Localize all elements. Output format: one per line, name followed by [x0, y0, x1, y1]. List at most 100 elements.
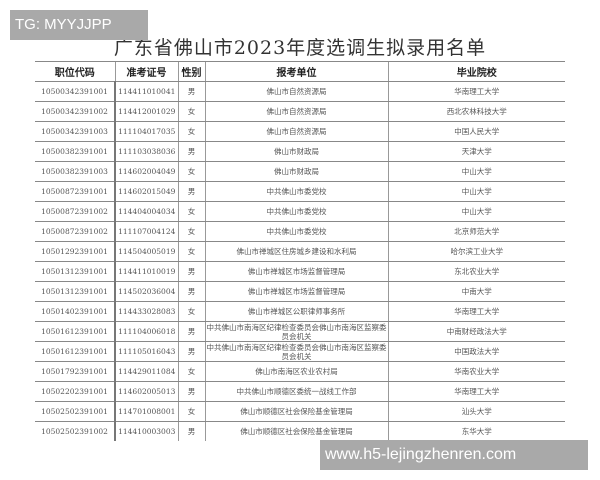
cell-gender: 男: [177, 321, 205, 342]
cell-unit: 佛山市自然资源局: [204, 121, 388, 142]
document-title: 广东省佛山市2023年度选调生拟录用名单: [113, 37, 487, 59]
cell-exam-number: 114412001029: [114, 101, 178, 122]
cell-unit: 佛山市禅城区住房城乡建设和水利局: [204, 241, 388, 262]
header-unit: 报考单位: [204, 61, 388, 82]
cell-exam-number: 114410003003: [114, 421, 178, 441]
table-row: 10500342391001 114411010041 男佛山市自然资源局 华南理工大…: [35, 81, 565, 102]
cell-school: 中南财经政法大学: [387, 321, 565, 342]
cell-exam-number: 114602005013: [114, 381, 178, 402]
cell-gender: 男: [177, 381, 205, 402]
cell-gender: 女: [177, 401, 205, 422]
cell-gender: 女: [177, 161, 205, 182]
cell-school: 华南农业大学: [387, 361, 565, 382]
table-row: 10500382391003 114602004049 女佛山市财政局 中山大学: [35, 161, 565, 182]
table-row: 10501612391001 111105016043 男中共佛山市南海区纪律检查委…: [35, 341, 565, 362]
candidate-table-container: 职位代码 准考证号 性别 报考单位 毕业院校 10500342391001 114…: [35, 61, 565, 441]
cell-exam-number: 114404004034: [114, 201, 178, 222]
cell-position-code: 10500342391003: [35, 121, 115, 142]
cell-position-code: 10502502391001: [35, 401, 115, 422]
cell-unit: 佛山市自然资源局: [204, 81, 388, 102]
cell-school: 北京师范大学: [387, 221, 565, 242]
cell-school: 华南理工大学: [387, 381, 565, 402]
cell-gender: 男: [177, 81, 205, 102]
table-row: 10501402391001 114433028083 女佛山市禅城区公职律师事务所…: [35, 301, 565, 322]
cell-gender: 男: [177, 261, 205, 282]
table-row: 10502502391002 114410003003 男佛山市顺德区社会保险基金管…: [35, 421, 565, 441]
cell-school: 汕头大学: [387, 401, 565, 422]
header-school: 毕业院校: [387, 61, 565, 82]
cell-position-code: 10500382391003: [35, 161, 115, 182]
cell-unit: 佛山市财政局: [204, 141, 388, 162]
cell-unit: 佛山市南海区农业农村局: [204, 361, 388, 382]
table-header-row: 职位代码 准考证号 性别 报考单位 毕业院校: [35, 61, 565, 82]
cell-position-code: 10501312391001: [35, 281, 115, 302]
table-row: 10500382391001 111103038036 男佛山市财政局 天津大学: [35, 141, 565, 162]
cell-unit: 佛山市禅城区公职律师事务所: [204, 301, 388, 322]
cell-exam-number: 111104017035: [114, 121, 178, 142]
cell-gender: 女: [177, 361, 205, 382]
cell-gender: 女: [177, 121, 205, 142]
table-row: 10502502391001 114701008001 女佛山市顺德区社会保险基金管…: [35, 401, 565, 422]
table-row: 10501312391001 114502036004 男佛山市禅城区市场监督管理局…: [35, 281, 565, 302]
cell-school: 中山大学: [387, 181, 565, 202]
cell-unit: 佛山市顺德区社会保险基金管理局: [204, 421, 388, 441]
cell-school: 西北农林科技大学: [387, 101, 565, 122]
cell-exam-number: 114433028083: [114, 301, 178, 322]
table-row: 10500872391002 114404004034 女中共佛山市委党校 中山大学: [35, 201, 565, 222]
cell-position-code: 10502502391002: [35, 421, 115, 441]
cell-position-code: 10500342391002: [35, 101, 115, 122]
cell-exam-number: 114602015049: [114, 181, 178, 202]
header-gender: 性别: [177, 61, 205, 82]
cell-unit: 中共佛山市顺德区委统一战线工作部: [204, 381, 388, 402]
cell-school: 中南大学: [387, 281, 565, 302]
cell-school: 中国政法大学: [387, 341, 565, 362]
table-row: 10501792391001 114429011084 女佛山市南海区农业农村局 华南…: [35, 361, 565, 382]
cell-school: 中国人民大学: [387, 121, 565, 142]
cell-position-code: 10502202391001: [35, 381, 115, 402]
cell-gender: 男: [177, 421, 205, 441]
cell-gender: 女: [177, 221, 205, 242]
cell-position-code: 10501792391001: [35, 361, 115, 382]
table-row: 10501312391001 114411010019 男佛山市禅城区市场监督管理局…: [35, 261, 565, 282]
cell-unit: 中共佛山市委党校: [204, 201, 388, 222]
cell-position-code: 10501612391001: [35, 321, 115, 342]
table-row: 10502202391001 114602005013 男中共佛山市顺德区委统一战线…: [35, 381, 565, 402]
candidate-table: 职位代码 准考证号 性别 报考单位 毕业院校 10500342391001 114…: [35, 61, 565, 441]
watermark-bottom-right: www.h5-lejingzhenren.com: [320, 440, 588, 470]
cell-position-code: 10501402391001: [35, 301, 115, 322]
cell-position-code: 10501292391001: [35, 241, 115, 262]
cell-exam-number: 111103038036: [114, 141, 178, 162]
cell-position-code: 10501612391001: [35, 341, 115, 362]
cell-unit: 佛山市禅城区市场监督管理局: [204, 261, 388, 282]
cell-unit: 中共佛山市南海区纪律检查委员会佛山市南海区监察委员会机关: [204, 341, 388, 362]
table-row: 10500872391002 111107004124 女中共佛山市委党校 北京师范大…: [35, 221, 565, 242]
cell-exam-number: 111107004124: [114, 221, 178, 242]
cell-exam-number: 114502036004: [114, 281, 178, 302]
cell-unit: 中共佛山市委党校: [204, 221, 388, 242]
table-body: 10500342391001 114411010041 男佛山市自然资源局 华南理工大…: [35, 81, 565, 441]
cell-position-code: 10500872391002: [35, 201, 115, 222]
cell-exam-number: 111105016043: [114, 341, 178, 362]
cell-unit: 佛山市顺德区社会保险基金管理局: [204, 401, 388, 422]
cell-gender: 男: [177, 181, 205, 202]
watermark-top-left: TG: MYYJJPP: [10, 10, 148, 40]
table-row: 10500342391002 114412001029 女佛山市自然资源局 西北农林科…: [35, 101, 565, 122]
cell-exam-number: 114602004049: [114, 161, 178, 182]
cell-exam-number: 111104006018: [114, 321, 178, 342]
cell-unit: 佛山市财政局: [204, 161, 388, 182]
header-exam-number: 准考证号: [114, 61, 178, 82]
cell-exam-number: 114411010041: [114, 81, 178, 102]
cell-gender: 女: [177, 201, 205, 222]
cell-gender: 女: [177, 101, 205, 122]
cell-exam-number: 114429011084: [114, 361, 178, 382]
cell-gender: 女: [177, 241, 205, 262]
cell-position-code: 10500342391001: [35, 81, 115, 102]
cell-school: 东北农业大学: [387, 261, 565, 282]
cell-position-code: 10500872391001: [35, 181, 115, 202]
cell-exam-number: 114701008001: [114, 401, 178, 422]
table-row: 10501612391001 111104006018 男中共佛山市南海区纪律检查委…: [35, 321, 565, 342]
table-row: 10500872391001 114602015049 男中共佛山市委党校 中山大学: [35, 181, 565, 202]
header-position-code: 职位代码: [35, 61, 115, 82]
cell-school: 华南理工大学: [387, 301, 565, 322]
cell-gender: 女: [177, 301, 205, 322]
